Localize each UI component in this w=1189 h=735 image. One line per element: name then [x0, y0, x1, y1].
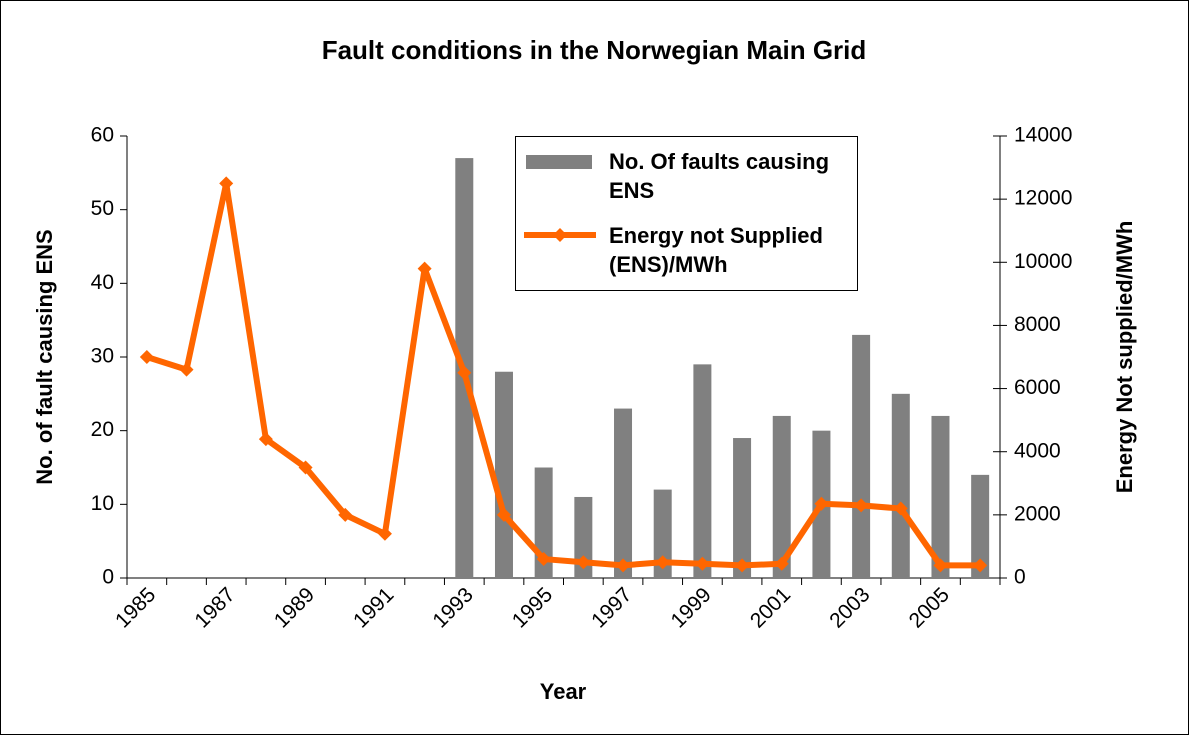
legend-swatch [526, 155, 592, 169]
line-marker [417, 261, 432, 276]
line-marker [854, 498, 869, 513]
line-marker [457, 365, 472, 380]
bar [852, 334, 871, 578]
y2-tick-label: 10000 [1014, 250, 1072, 273]
y-tick-label: 20 [91, 418, 114, 441]
line-marker [616, 558, 631, 573]
y-tick-label: 30 [91, 345, 114, 368]
x-axis-title: Year [540, 679, 587, 704]
bar [574, 496, 593, 578]
y-tick-label: 60 [91, 124, 114, 147]
line-marker [774, 556, 789, 571]
line-marker [695, 556, 710, 571]
bar [891, 393, 910, 578]
line-marker [973, 558, 988, 573]
line [145, 180, 981, 569]
line-marker [219, 176, 234, 191]
y-tick-label: 0 [102, 566, 114, 589]
line-marker [735, 558, 750, 573]
line-marker [536, 552, 551, 567]
legend-item: Energy not Supplied (ENS)/MWh [516, 221, 859, 281]
y2-tick-label: 14000 [1014, 124, 1072, 147]
line-marker [179, 362, 194, 377]
y2-tick-label: 8000 [1014, 313, 1061, 336]
y2-axis-title: Energy Not supplied/MWh [1112, 221, 1137, 494]
line-marker [377, 526, 392, 541]
line-marker [893, 501, 908, 516]
line-marker [496, 507, 511, 522]
y-axis-title: No. of fault causing ENS [32, 229, 57, 484]
legend-swatch [524, 228, 596, 242]
line-marker [139, 350, 154, 364]
bar [494, 371, 513, 578]
line-marker [814, 496, 829, 511]
bar [653, 489, 672, 578]
line-marker [933, 558, 948, 573]
legend-label: Energy not Supplied (ENS)/MWh [609, 223, 823, 277]
chart-title: Fault conditions in the Norwegian Main G… [322, 35, 867, 65]
line-marker [258, 432, 273, 447]
bar [971, 474, 990, 578]
line-marker [298, 460, 313, 475]
line-marker [338, 507, 353, 522]
bar [614, 408, 633, 578]
bar [693, 364, 712, 578]
legend: No. Of faults causing ENS Energy not Sup… [515, 136, 858, 291]
y2-tick-label: 6000 [1014, 376, 1061, 399]
y2-tick-label: 4000 [1014, 439, 1061, 462]
y2-tick-label: 0 [1014, 566, 1026, 589]
bar [931, 415, 950, 578]
y-tick-label: 10 [91, 492, 114, 515]
bar [733, 438, 752, 578]
legend-item: No. Of faults causing ENS [516, 145, 859, 203]
y2-tick-label: 2000 [1014, 502, 1061, 525]
y2-tick-label: 12000 [1014, 187, 1072, 210]
y-tick-label: 40 [91, 271, 114, 294]
bar [772, 415, 791, 578]
legend-label: No. Of faults causing ENS [609, 149, 830, 203]
line-marker [655, 555, 670, 570]
line-marker [576, 555, 591, 570]
y-tick-label: 50 [91, 197, 114, 220]
